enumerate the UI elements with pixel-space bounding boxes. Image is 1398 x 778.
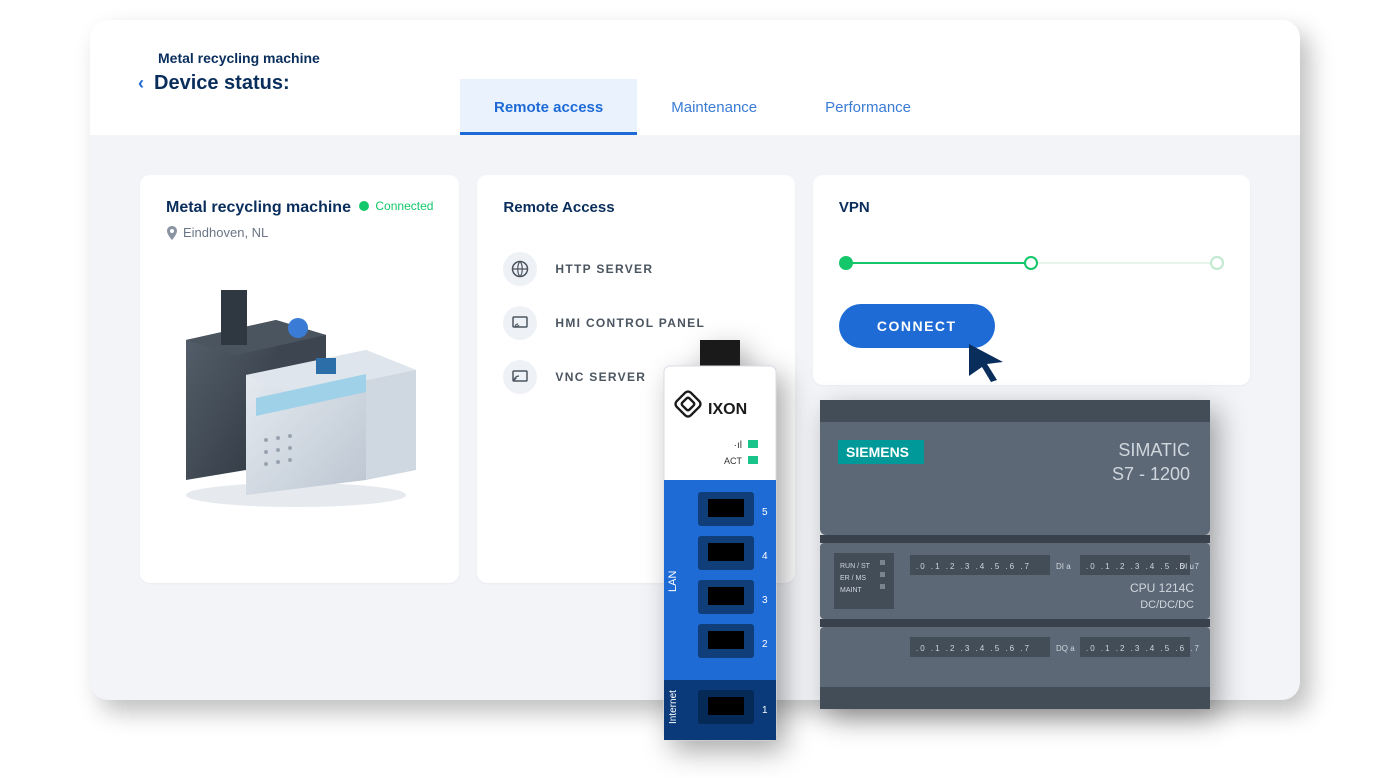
tab-maintenance[interactable]: Maintenance [637,79,791,135]
vpn-title: VPN [839,199,1224,216]
plc-io-h2: DI u [1179,562,1194,571]
remote-access-title: Remote Access [503,199,768,216]
plc-power: DC/DC/DC [1140,599,1194,611]
ixon-port-2: 2 [762,639,768,650]
ixon-port-4: 4 [762,551,768,562]
ixon-port-1: 1 [762,705,768,716]
plc-led-2: ER / MS [840,575,866,582]
vpn-node-1 [839,256,853,270]
vpn-card: VPN CONNECT [813,175,1250,385]
vpn-node-3 [1210,256,1224,270]
vpn-progress [839,256,1224,270]
tab-performance[interactable]: Performance [791,79,945,135]
breadcrumb: Metal recycling machine [158,50,320,66]
plc-brand-text: SIEMENS [846,444,909,460]
plc-led-3: MAINT [840,587,863,594]
plc-dq-row2: .0 .1 .2 .3 .4 .5 .6 .7 [1086,644,1201,653]
ixon-brand-text: IXON [708,401,747,418]
ixon-internet-text: Internet [668,690,679,724]
remote-access-http[interactable]: HTTP SERVER [503,242,768,296]
siemens-plc-image: SIEMENS SIMATIC S7 - 1200 RUN / ST ER / … [820,400,1210,730]
ixon-port-5: 5 [762,507,768,518]
ixon-lan-text: LAN [667,571,679,592]
vpn-node-2 [1024,256,1038,270]
plc-io-h1: DI a [1056,562,1071,571]
vpn-progress-fill [847,262,1032,264]
remote-access-http-label: HTTP SERVER [555,262,653,276]
tabs: Remote access Maintenance Performance [460,79,945,135]
remote-access-vnc-label: VNC SERVER [555,370,646,384]
device-card: Metal recycling machine Connected Eindho… [140,175,459,583]
plc-led-1: RUN / ST [840,563,871,570]
cast-icon [503,360,537,394]
topbar: Metal recycling machine ‹ Device status:… [90,20,1300,135]
status-badge: Connected [359,199,433,213]
machine-image [166,280,426,510]
remote-access-hmi-label: HMI CONTROL PANEL [555,316,705,330]
device-location: Eindhoven, NL [166,225,433,240]
plc-line2: S7 - 1200 [1112,464,1190,484]
plc-io-top: .0 .1 .2 .3 .4 .5 .6 .7 [916,562,1031,571]
plc-cpu: CPU 1214C [1130,581,1194,595]
page-title: Device status: [154,72,290,95]
ixon-act-text: ACT [724,456,743,466]
ixon-signal-text: ·ıl [734,440,742,451]
ixon-router-image: IXON ·ıl ACT LAN 5 4 3 2 Internet 1 [650,340,790,750]
globe-icon [503,252,537,286]
cursor-icon [965,340,1007,382]
plc-line1: SIMATIC [1118,440,1190,460]
device-card-header: Metal recycling machine Connected [166,199,433,217]
plc-dq-h: DQ a [1056,644,1075,653]
ixon-port-3: 3 [762,595,768,606]
tab-remote-access[interactable]: Remote access [460,79,637,135]
screen-icon [503,306,537,340]
plc-dq-row: .0 .1 .2 .3 .4 .5 .6 .7 [916,644,1031,653]
status-label: Connected [375,199,433,213]
device-title: Metal recycling machine [166,199,351,217]
location-pin-icon [166,226,178,240]
status-dot-icon [359,201,369,211]
device-location-text: Eindhoven, NL [183,225,268,240]
back-icon[interactable]: ‹ [138,73,144,94]
back-row: ‹ Device status: [138,72,290,95]
